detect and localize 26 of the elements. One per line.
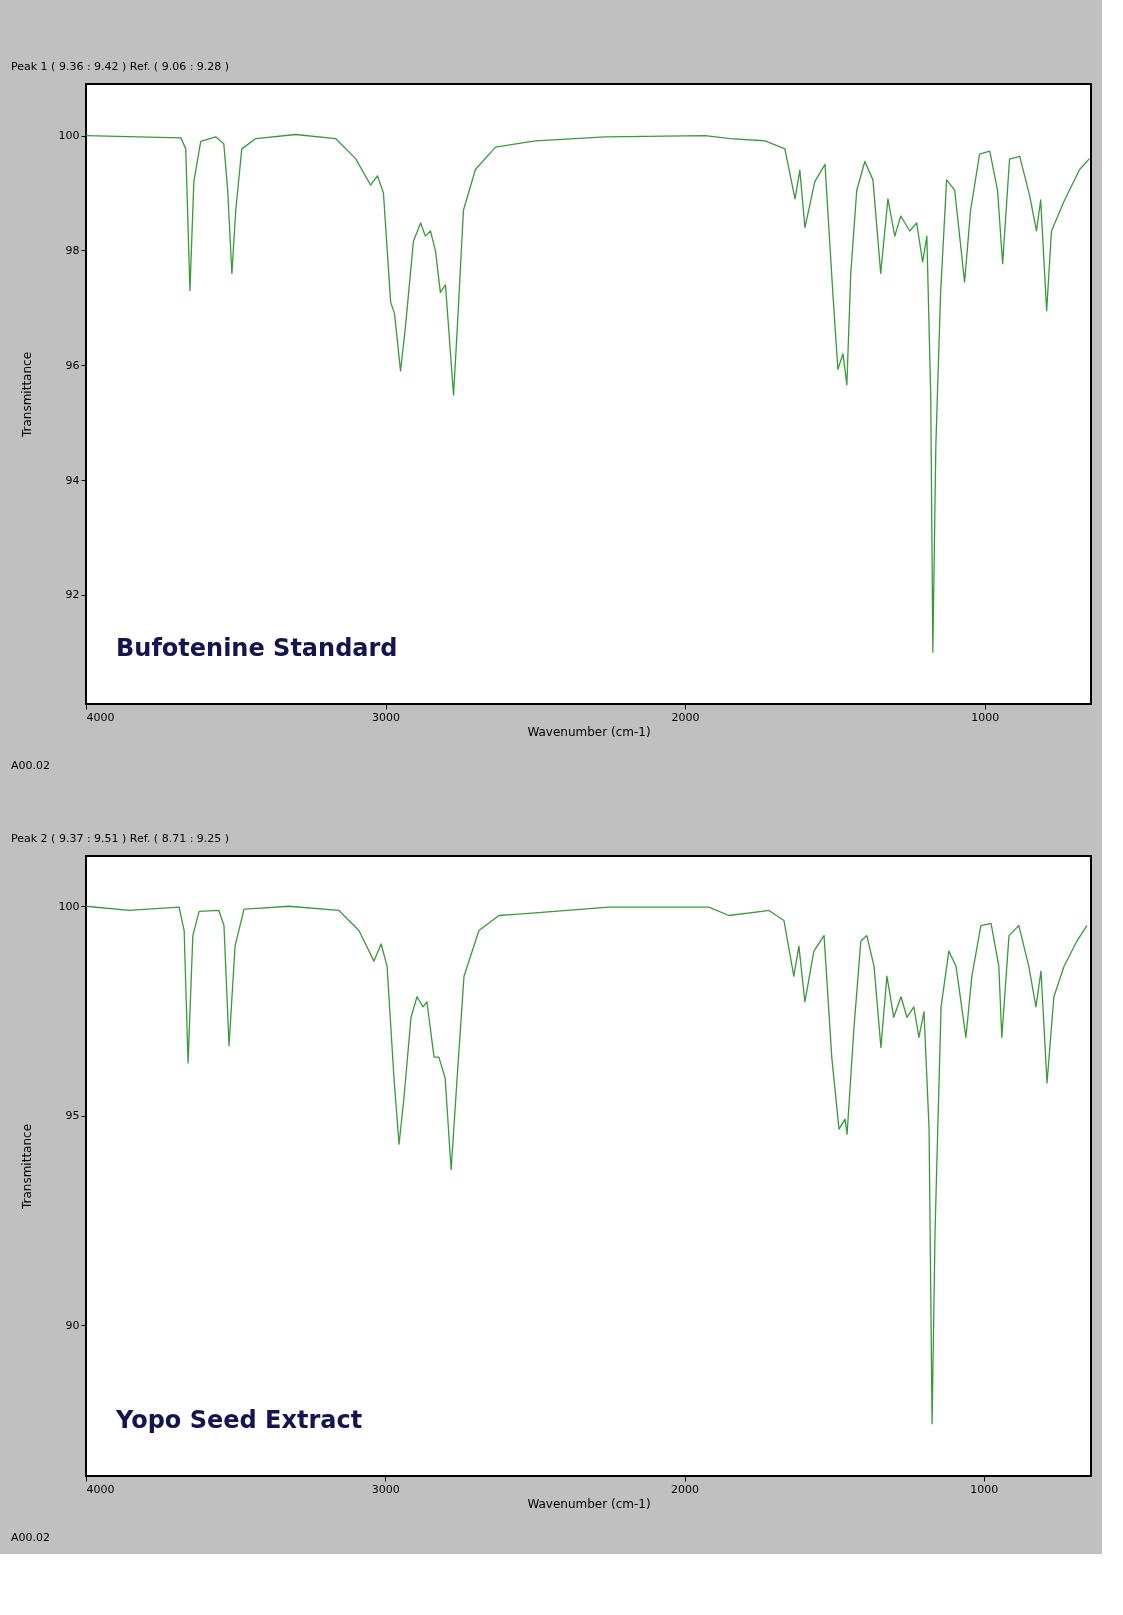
annotation: Bufotenine Standard: [116, 634, 398, 662]
x-tick-label: 2000: [671, 1482, 700, 1496]
x-tick-label: 3000: [372, 710, 401, 724]
y-tick-label: 100: [58, 899, 80, 913]
y-tick-label: 98: [65, 243, 80, 257]
text: A00.02: [11, 759, 51, 772]
x-tick-label: 4000: [86, 710, 115, 724]
y-tick-label: 92: [65, 588, 80, 602]
x-tick-label: 1000: [971, 710, 1000, 724]
x-axis-title: Wavenumber (cm-1): [527, 724, 651, 739]
y-tick-label: 96: [65, 358, 80, 372]
x-tick-label: 4000: [86, 1482, 115, 1496]
y-tick-label: 90: [65, 1318, 80, 1332]
x-tick-label: 3000: [371, 1482, 400, 1496]
y-axis-title: Transmittance: [19, 1123, 34, 1211]
x-tick-label: 1000: [970, 1482, 999, 1496]
y-tick-label: 94: [65, 473, 80, 487]
x-axis-title: Wavenumber (cm-1): [527, 1496, 651, 1511]
y-tick-label: 100: [58, 129, 80, 143]
y-tick-label: 95: [65, 1109, 80, 1123]
annotation: Yopo Seed Extract: [115, 1406, 363, 1434]
x-tick-label: 2000: [671, 710, 700, 724]
text: A00.02: [11, 1531, 51, 1544]
y-axis-title: Transmittance: [19, 351, 34, 439]
chart-title: Peak 2 ( 9.37 : 9.51 ) Ref. ( 8.71 : 9.25 ): [11, 832, 230, 845]
chart-title: Peak 1 ( 9.36 : 9.42 ) Ref. ( 9.06 : 9.28 ): [11, 60, 230, 73]
